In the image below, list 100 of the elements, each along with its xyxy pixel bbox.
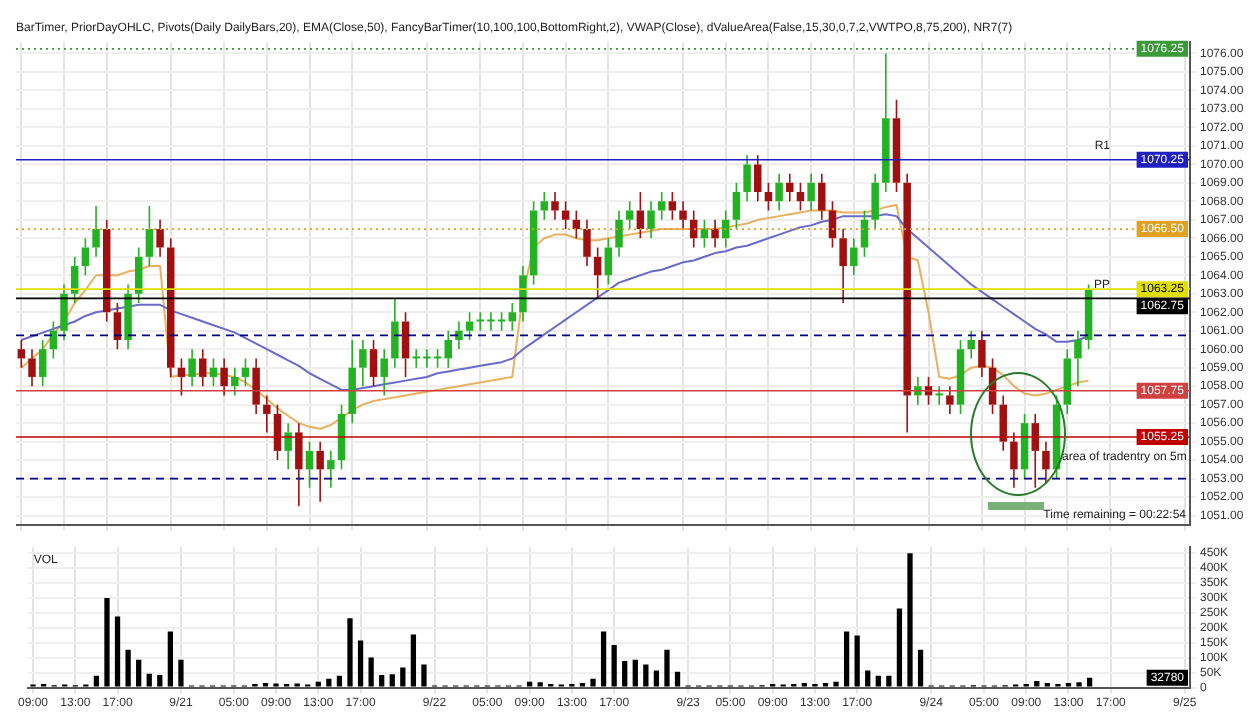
candlestick	[796, 182, 805, 212]
candlestick	[305, 440, 314, 489]
candlestick	[967, 329, 975, 360]
bar	[93, 675, 100, 687]
candlestick	[764, 182, 773, 212]
candlestick	[583, 219, 591, 267]
candlestick	[113, 302, 122, 351]
candlestick	[604, 237, 613, 286]
bar	[379, 675, 385, 687]
candlestick	[850, 237, 858, 277]
candlestick	[444, 329, 452, 369]
candlestick	[177, 357, 186, 397]
candlestick	[1010, 431, 1018, 489]
bar	[421, 664, 427, 687]
bar	[865, 670, 871, 687]
candlestick	[978, 329, 986, 378]
bar	[632, 659, 638, 687]
candlestick	[786, 172, 794, 203]
candlestick	[732, 182, 741, 230]
candlestick	[839, 228, 847, 304]
candlestick	[167, 237, 175, 378]
candlestick	[49, 320, 58, 360]
candlestick	[668, 191, 677, 221]
bar	[1034, 681, 1040, 687]
candlestick	[818, 172, 826, 221]
candlestick	[60, 283, 68, 341]
bar	[368, 657, 374, 687]
candlestick	[327, 450, 335, 489]
bar	[600, 631, 607, 687]
bar	[400, 667, 406, 687]
candlestick	[145, 205, 154, 267]
candlestick	[743, 154, 751, 203]
candlestick	[124, 283, 132, 351]
candlestick	[241, 357, 250, 387]
candlestick	[551, 191, 559, 221]
bar	[114, 616, 121, 687]
candlestick	[17, 339, 26, 369]
bar	[1086, 677, 1093, 687]
bar	[146, 673, 152, 687]
candlestick	[519, 265, 527, 323]
candlestick	[754, 154, 762, 203]
candlestick	[28, 348, 36, 387]
bar	[907, 553, 913, 687]
bar	[157, 675, 163, 687]
candlestick	[946, 385, 954, 415]
candlestick	[359, 339, 367, 387]
candlestick	[561, 200, 570, 230]
candlestick	[316, 440, 324, 503]
candlestick	[380, 348, 388, 397]
bar	[674, 671, 681, 687]
candlestick	[775, 172, 783, 212]
candlestick	[807, 172, 815, 212]
bar	[611, 644, 617, 687]
candlestick	[199, 348, 207, 387]
bar	[136, 659, 142, 687]
candlestick	[92, 205, 100, 258]
candlestick	[455, 320, 463, 351]
bar	[643, 664, 649, 687]
bar	[896, 608, 903, 687]
candlestick	[391, 297, 399, 369]
bar	[917, 649, 924, 687]
candlestick	[369, 339, 378, 387]
bar	[526, 681, 533, 687]
bar	[326, 678, 332, 687]
bar	[167, 631, 174, 687]
bar	[886, 675, 892, 687]
candlestick	[295, 422, 303, 508]
candlestick	[252, 357, 260, 415]
candlestick	[871, 172, 879, 230]
candlestick	[647, 200, 655, 240]
candlestick	[882, 52, 890, 193]
bar	[104, 597, 110, 687]
candlestick	[625, 200, 634, 230]
candlestick	[401, 311, 410, 378]
bar	[336, 675, 343, 687]
candlestick	[1074, 329, 1082, 387]
bar	[357, 640, 364, 687]
candlestick	[231, 366, 239, 397]
candlestick	[1063, 348, 1071, 415]
candlestick	[220, 357, 228, 397]
candlestick	[102, 219, 111, 323]
bar	[622, 661, 628, 687]
candlestick	[711, 219, 719, 249]
bar	[590, 678, 596, 687]
candlestick	[892, 98, 901, 193]
bar	[125, 649, 131, 687]
candlestick	[38, 339, 47, 387]
candlestick	[348, 339, 356, 424]
bar	[664, 649, 670, 687]
bar	[843, 631, 850, 687]
bar	[833, 681, 839, 687]
candlestick	[903, 172, 911, 434]
bar	[178, 659, 184, 687]
bar	[410, 634, 417, 687]
bar	[854, 635, 860, 687]
candlestick	[615, 209, 623, 258]
candlestick	[209, 357, 218, 387]
candlestick	[529, 200, 538, 286]
candlestick	[465, 311, 474, 341]
bar	[875, 675, 881, 687]
